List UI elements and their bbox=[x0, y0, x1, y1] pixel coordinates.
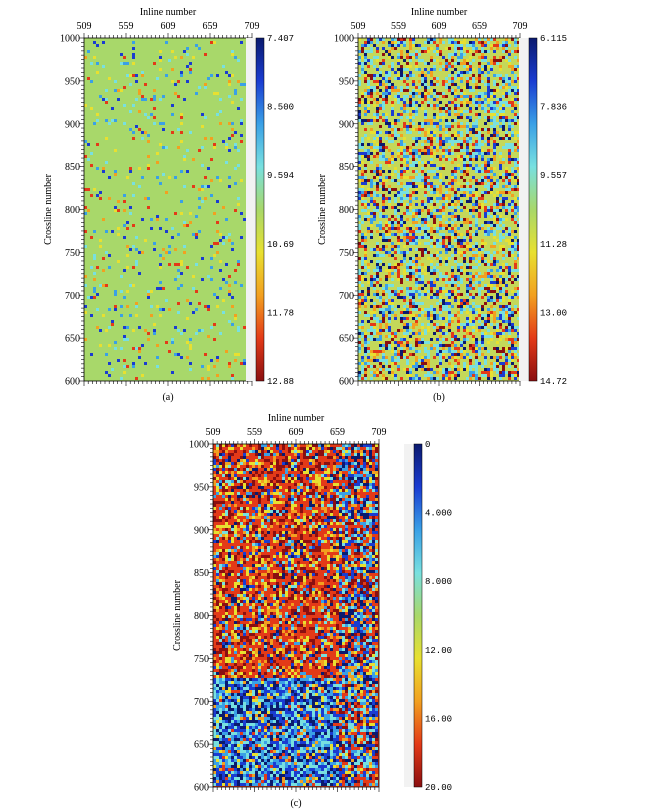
crossline-tick-label: 900 bbox=[194, 525, 209, 536]
colorbar-label: 6.115 bbox=[540, 34, 567, 44]
inline-tick-label: 559 bbox=[247, 427, 262, 438]
colorbar-label: 9.557 bbox=[540, 171, 567, 181]
crossline-tick-label: 600 bbox=[65, 377, 80, 388]
crossline-tick-label: 600 bbox=[339, 377, 354, 388]
colorbar-label: 11.28 bbox=[540, 240, 567, 250]
panel-a: Inline number 509 559 609 659 709 1000 950 900 85… bbox=[43, 7, 294, 403]
panel-c: Inline number 509 559 609 659 709 1000 950 900 85… bbox=[172, 413, 452, 809]
heatmap-background bbox=[84, 38, 252, 381]
inline-tick-label: 559 bbox=[119, 21, 134, 32]
colorbar-label: 8.500 bbox=[267, 103, 294, 113]
inline-tick-label: 509 bbox=[351, 21, 366, 32]
top-axis-label: Inline number bbox=[411, 7, 468, 18]
crossline-tick-label: 950 bbox=[65, 76, 80, 87]
crossline-tick-label: 800 bbox=[339, 205, 354, 216]
crossline-tick-label: 1000 bbox=[189, 440, 209, 451]
heatmap bbox=[358, 38, 520, 381]
inline-tick-label: 609 bbox=[432, 21, 447, 32]
colorbar-label: 13.00 bbox=[540, 308, 567, 318]
heatmap bbox=[84, 38, 252, 381]
colorbar-gradient bbox=[255, 37, 265, 382]
colorbar-label: 9.594 bbox=[267, 171, 294, 181]
colorbar-label: 0 bbox=[425, 440, 430, 450]
top-axis-label: Inline number bbox=[268, 413, 325, 424]
crossline-tick-label: 700 bbox=[194, 697, 209, 708]
colorbar-label: 20.00 bbox=[425, 783, 452, 793]
crossline-tick-label: 750 bbox=[339, 248, 354, 259]
colorbar: 6.115 7.836 9.557 11.28 13.00 14.72 bbox=[519, 34, 567, 387]
colorbar-label: 14.72 bbox=[540, 377, 567, 387]
crossline-tick-label: 650 bbox=[65, 334, 80, 345]
colorbar-label: 7.407 bbox=[267, 34, 294, 44]
crossline-tick-label: 900 bbox=[339, 119, 354, 130]
colorbar-label: 8.000 bbox=[425, 577, 452, 587]
inline-tick-label: 659 bbox=[472, 21, 487, 32]
crossline-tick-label: 750 bbox=[65, 248, 80, 259]
crossline-tick-label: 1000 bbox=[60, 34, 80, 45]
colorbar-gradient bbox=[413, 443, 423, 788]
panel-caption: (b) bbox=[433, 392, 445, 403]
left-axis-label: Crossline number bbox=[172, 579, 183, 650]
colorbar-label: 16.00 bbox=[425, 714, 452, 724]
crossline-tick-label: 800 bbox=[65, 205, 80, 216]
colorbar-padding bbox=[404, 444, 414, 787]
crossline-tick-label: 650 bbox=[194, 740, 209, 751]
colorbar: 7.407 8.500 9.594 10.69 11.78 12.88 bbox=[246, 34, 294, 387]
inline-tick-label: 509 bbox=[77, 21, 92, 32]
colorbar-label: 12.00 bbox=[425, 646, 452, 656]
inline-tick-label: 559 bbox=[391, 21, 406, 32]
top-axis-label: Inline number bbox=[140, 7, 197, 18]
crossline-tick-label: 1000 bbox=[334, 34, 354, 45]
crossline-tick-label: 700 bbox=[339, 291, 354, 302]
inline-tick-label: 609 bbox=[161, 21, 176, 32]
colorbar: 0 4.000 8.000 12.00 16.00 20.00 bbox=[404, 440, 452, 793]
panel-caption: (c) bbox=[290, 798, 301, 809]
crossline-tick-label: 850 bbox=[194, 568, 209, 579]
colorbar-label: 4.000 bbox=[425, 509, 452, 519]
panel-b: Inline number 509 559 609 659 709 1000 950 900 85… bbox=[317, 7, 567, 403]
heatmap bbox=[213, 444, 379, 787]
colorbar-padding bbox=[519, 38, 529, 381]
colorbar-label: 12.88 bbox=[267, 377, 294, 387]
crossline-tick-label: 750 bbox=[194, 654, 209, 665]
inline-tick-label: 709 bbox=[245, 21, 260, 32]
inline-tick-label: 509 bbox=[206, 427, 221, 438]
crossline-tick-label: 600 bbox=[194, 783, 209, 794]
colorbar-gradient bbox=[528, 37, 538, 382]
colorbar-padding bbox=[246, 38, 256, 381]
inline-tick-label: 659 bbox=[203, 21, 218, 32]
inline-tick-label: 659 bbox=[330, 427, 345, 438]
inline-tick-label: 709 bbox=[513, 21, 528, 32]
crossline-tick-label: 950 bbox=[194, 482, 209, 493]
left-axis-label: Crossline number bbox=[317, 173, 328, 244]
colorbar-label: 10.69 bbox=[267, 240, 294, 250]
inline-tick-label: 709 bbox=[372, 427, 387, 438]
colorbar-label: 7.836 bbox=[540, 103, 567, 113]
crossline-tick-label: 850 bbox=[339, 162, 354, 173]
panel-caption: (a) bbox=[162, 392, 173, 403]
left-axis-label: Crossline number bbox=[43, 173, 54, 244]
crossline-tick-label: 650 bbox=[339, 334, 354, 345]
crossline-tick-label: 800 bbox=[194, 611, 209, 622]
crossline-tick-label: 950 bbox=[339, 76, 354, 87]
colorbar-label: 11.78 bbox=[267, 308, 294, 318]
crossline-tick-label: 850 bbox=[65, 162, 80, 173]
inline-tick-label: 609 bbox=[289, 427, 304, 438]
crossline-tick-label: 700 bbox=[65, 291, 80, 302]
crossline-tick-label: 900 bbox=[65, 119, 80, 130]
